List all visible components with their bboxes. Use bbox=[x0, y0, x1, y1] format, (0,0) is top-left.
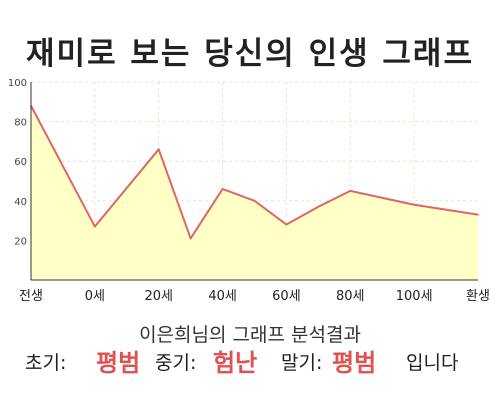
data-point bbox=[221, 188, 224, 190]
y-tick-label: 80 bbox=[14, 118, 27, 129]
area-fill bbox=[31, 105, 478, 280]
data-point bbox=[157, 148, 160, 151]
early-value: 평범 bbox=[96, 349, 141, 377]
life-graph-chart: 20 40 60 80 100 전생 0세 20세 40세 60세 80세 100세 환생 bbox=[8, 78, 490, 304]
x-tick-label: 60세 bbox=[272, 289, 301, 304]
data-point bbox=[317, 205, 320, 208]
x-tick-label: 20세 bbox=[144, 289, 173, 304]
x-tick-label: 전생 bbox=[19, 289, 43, 304]
data-point bbox=[413, 203, 415, 206]
data-point bbox=[285, 223, 288, 226]
y-tick-label: 40 bbox=[14, 197, 27, 208]
data-point bbox=[477, 213, 479, 216]
analysis-heading: 이은희님의 그래프 분석결과 bbox=[139, 324, 361, 346]
x-tick-label: 100세 bbox=[396, 289, 433, 304]
x-tick-label: 40세 bbox=[208, 289, 237, 304]
analysis-summary: 초기: 평범 중기: 험난 말기: 평범 입니다 bbox=[0, 346, 500, 380]
data-point bbox=[94, 225, 96, 228]
chart-title: 재미로 보는 당신의 인생 그래프 bbox=[26, 36, 474, 72]
ending-text: 입니다 bbox=[406, 352, 459, 374]
y-tick-label: 20 bbox=[14, 236, 27, 247]
late-value: 평범 bbox=[332, 349, 377, 377]
y-tick-label: 100 bbox=[8, 78, 27, 89]
early-label: 초기: bbox=[25, 352, 67, 374]
x-tick-label: 80세 bbox=[336, 289, 365, 304]
late-label: 말기: bbox=[281, 352, 323, 374]
y-tick-label: 60 bbox=[14, 157, 27, 168]
data-point bbox=[189, 237, 192, 240]
x-tick-label: 0세 bbox=[85, 289, 105, 304]
x-tick-label: 환생 bbox=[466, 289, 490, 304]
mid-label: 중기: bbox=[155, 352, 197, 374]
data-point bbox=[253, 200, 256, 202]
mid-value: 험난 bbox=[213, 349, 258, 377]
data-point bbox=[349, 190, 352, 192]
